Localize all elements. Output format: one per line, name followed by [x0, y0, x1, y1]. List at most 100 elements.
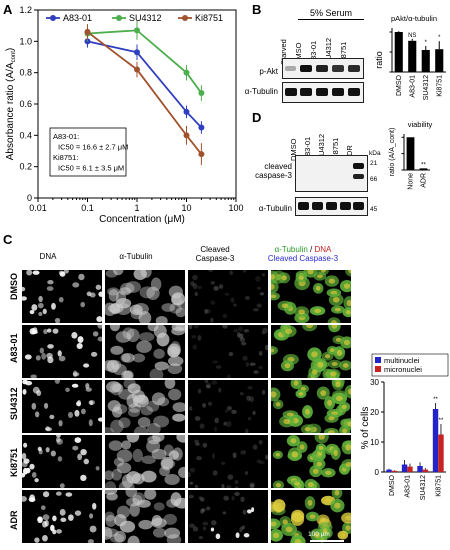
bar [408, 40, 417, 72]
bar-multinuclei [386, 469, 392, 472]
chart-b-ylabel: ratio [374, 51, 384, 69]
chart-d-title: viability [408, 120, 433, 129]
micrograph-tile [105, 435, 185, 488]
ic50-text: IC50 = 6.1 ± 3.5 μM [58, 164, 124, 173]
legend-label: SU4312 [129, 13, 162, 23]
significance-mark: * [438, 35, 441, 41]
chart-a-xlabel: Concentration (μM) [99, 214, 185, 225]
significance-mark: ** [439, 418, 444, 424]
y-tick-label: 10 [370, 438, 379, 447]
bar-micronuclei [407, 466, 413, 472]
series-line-a83-01 [87, 40, 203, 129]
chart-a-ytick-label: 1.0 [19, 36, 32, 46]
microscopy-grid [22, 270, 352, 545]
series-line-su4312 [87, 29, 203, 94]
blot-b-band-label: α-Tubulin [244, 87, 278, 96]
bar-micronuclei [438, 434, 444, 472]
y-tick-label: 0 [375, 468, 380, 477]
micrograph-tile [22, 435, 102, 488]
chart-a-ytick-label: 0.4 [19, 130, 32, 140]
legend-swatch [375, 357, 381, 363]
micro-col-caspase: Cleaved Caspase-3 [195, 245, 235, 263]
pakt-ratio-chart: pAkt/α-tubulin ratio DMSO NS A83-01 * SU4312… [374, 14, 446, 100]
data-point-ki8751 [183, 132, 190, 139]
legend-box [371, 353, 449, 377]
legend-label: Ki8751 [195, 13, 223, 23]
micrograph-tile [271, 490, 351, 543]
micro-col-tubulin: α-Tubulin [119, 252, 153, 261]
bar-multinuclei [401, 464, 408, 472]
scale-bar-label: 100 μm [308, 531, 330, 538]
chart-a-ytick-label: 0.6 [19, 99, 32, 109]
blot-b-header-line [298, 19, 364, 20]
blot-d-band-label: α-Tubulin [258, 204, 292, 213]
category-label: Ki8751 [436, 75, 443, 97]
category-label: ADR [421, 173, 428, 188]
data-point-ki8751 [198, 151, 205, 158]
ic50-text: A83-01: [53, 132, 79, 141]
micro-row-label: ADR [9, 510, 19, 531]
micrograph-tile [188, 270, 268, 323]
significance-mark: * [425, 40, 428, 46]
bar [421, 50, 430, 72]
bar-micronuclei [391, 470, 398, 472]
bar [406, 137, 415, 170]
cleaved-caspase-bands [353, 163, 364, 179]
panel-label-c: C [3, 232, 13, 247]
category-label: A83-01 [404, 475, 411, 498]
data-point-su4312 [183, 69, 190, 76]
chart-a-ytick-label: 1.2 [19, 5, 32, 15]
blot-b-image [282, 58, 364, 103]
blot-d-band-label: cleaved caspase-3 [255, 162, 292, 180]
micrograph-tile [188, 325, 268, 378]
kda-label: kDa [369, 150, 381, 157]
legend-swatch [375, 366, 381, 372]
bar-multinuclei [432, 409, 439, 472]
category-label: Ki8751 [435, 475, 442, 497]
micrograph-tile [22, 490, 102, 543]
chart-a-xtick-label: 0.01 [29, 203, 47, 213]
micrograph-tile [105, 380, 185, 433]
micrograph-tile [105, 325, 185, 378]
micro-col-merge: α-Tubulin / DNA Cleaved Caspase-3 [267, 245, 339, 263]
chart-a-ytick-label: 0 [27, 193, 32, 203]
micrograph-tile [188, 490, 268, 543]
panel-label-a: A [3, 2, 13, 17]
data-point-a83-01 [198, 124, 205, 131]
kda-marker: 66 [370, 176, 378, 183]
chart-c-ylabel: % of cells [360, 407, 371, 450]
chart-d-ylabel: ratio (A/A_cont) [389, 128, 396, 177]
bar [419, 168, 428, 170]
y-tick-label: 20 [370, 408, 379, 417]
micrograph-tile [22, 380, 102, 433]
category-label: DMSO [389, 474, 396, 496]
chart-b-title: pAkt/α-tubulin [391, 14, 437, 23]
blot-d-image [295, 155, 368, 216]
data-point-su4312 [134, 27, 140, 34]
significance-mark: NS [408, 33, 416, 39]
micrograph-tile [271, 325, 351, 378]
micrograph-tile [22, 270, 102, 323]
chart-a-ylabel: Absorbance ratio (A/Acont) [5, 48, 17, 161]
category-label: SU4312 [423, 75, 430, 100]
ic50-text: Ki8751: [53, 153, 78, 162]
data-point-ki8751 [134, 66, 140, 73]
micro-col-dna: DNA [39, 252, 57, 261]
panel-label-d: D [252, 110, 262, 125]
scale-bar [310, 540, 344, 542]
legend-label: multinuclei [384, 356, 420, 365]
micrograph-tile [105, 490, 185, 543]
chart-a-xtick-label: 1 [134, 203, 139, 213]
micrograph-tile [271, 380, 351, 433]
category-label: None [408, 173, 415, 190]
chart-a-xtick-label: 0.1 [81, 203, 94, 213]
blot-b-band-label: p-Akt [259, 67, 278, 76]
legend-label: A83-01 [63, 13, 92, 23]
blot-b-header: 5% Serum [309, 8, 353, 18]
data-point-ki8751 [84, 28, 91, 35]
category-label: SU4312 [420, 475, 427, 500]
micro-row-label: A83-01 [9, 333, 19, 363]
p-akt-bands [285, 65, 360, 72]
micrograph-tile [188, 435, 268, 488]
micrograph-tile [105, 270, 185, 323]
